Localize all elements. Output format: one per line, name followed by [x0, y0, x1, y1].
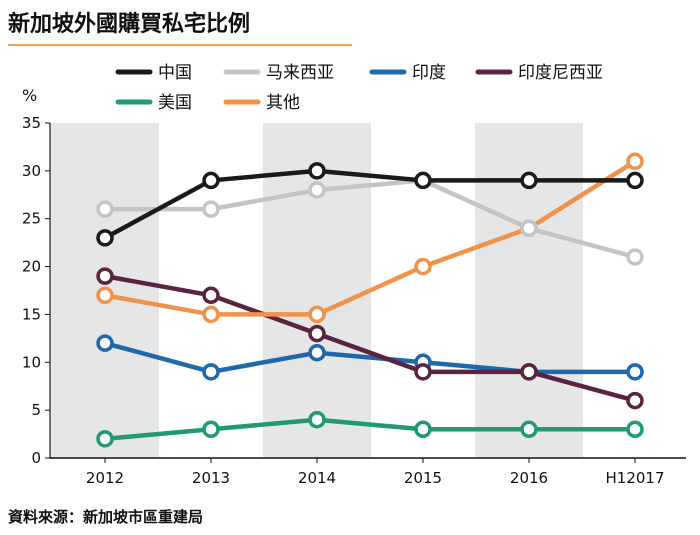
point-印度-2012 [96, 334, 114, 352]
y-tick-label-5: 5 [31, 401, 41, 419]
series-line-印度尼西亚 [102, 273, 638, 403]
point-马来西亚-2013 [202, 200, 220, 218]
point-其他-2012 [96, 286, 114, 305]
legend-label-其他: 其他 [266, 93, 300, 113]
point-印度-H12017 [626, 363, 644, 381]
x-tick-label-2014: 2014 [298, 469, 336, 487]
y-tick-label-15: 15 [22, 305, 41, 323]
legend-label-中国: 中国 [158, 63, 192, 83]
point-中国-2016 [520, 171, 538, 190]
shaded-bands [51, 123, 583, 458]
point-印度尼西亚-2013 [202, 286, 220, 305]
point-印度尼西亚-2016 [520, 363, 538, 381]
series-line-其他 [102, 159, 638, 317]
point-美国-2014 [308, 410, 326, 429]
series-line-印度 [102, 340, 638, 375]
point-马来西亚-2012 [96, 200, 114, 218]
y-tick-label-20: 20 [22, 258, 41, 276]
point-美国-2013 [202, 420, 220, 439]
point-美国-2016 [520, 420, 538, 439]
point-印度尼西亚-2012 [96, 267, 114, 285]
y-tick-label-35: 35 [22, 114, 41, 132]
x-tick-label-H12017: H12017 [606, 469, 665, 487]
series-line-马来西亚 [102, 178, 638, 260]
y-tick-label-30: 30 [22, 162, 41, 180]
series-印度尼西亚 [96, 267, 644, 410]
series-line-中国 [102, 168, 638, 241]
point-美国-2015 [414, 420, 432, 439]
y-tick-label-0: 0 [31, 449, 41, 467]
y-tick-label-25: 25 [22, 210, 41, 228]
series-美国 [96, 410, 644, 448]
point-中国-2012 [96, 229, 114, 247]
legend-label-印度: 印度 [412, 63, 446, 83]
axes: % 0 5 10 15 20 25 30 35 2012 2013 2014 2015 2016 H1201… [22, 86, 686, 487]
x-tick-label-2015: 2015 [404, 469, 442, 487]
point-印度-2013 [202, 363, 220, 381]
title-underline [8, 44, 352, 46]
point-印度尼西亚-2014 [308, 324, 326, 343]
point-美国-2012 [96, 430, 114, 448]
series-line-美国 [102, 417, 638, 442]
line-chart: % 0 5 10 15 20 25 30 35 2012 2013 2014 2015 2016 H1201… [22, 63, 686, 487]
series-中国 [96, 162, 644, 247]
point-马来西亚-2014 [308, 181, 326, 199]
point-其他-2014 [308, 305, 326, 324]
source-note: 資料來源：新加坡市區重建局 [8, 508, 204, 526]
x-tick-label-2013: 2013 [192, 469, 230, 487]
point-马来西亚-2016 [520, 219, 538, 238]
point-马来西亚-H12017 [626, 248, 644, 266]
point-中国-2014 [308, 162, 326, 180]
point-其他-H12017 [626, 152, 644, 171]
chart-title: 新加坡外國購買私宅比例 [8, 12, 251, 37]
y-axis-label: % [22, 86, 37, 105]
point-印度尼西亚-2015 [414, 363, 432, 381]
x-tick-label-2016: 2016 [510, 469, 548, 487]
point-中国-H12017 [626, 171, 644, 190]
x-tick-label-2012: 2012 [86, 469, 124, 487]
legend-label-马来西亚: 马来西亚 [266, 63, 334, 83]
point-印度-2014 [308, 343, 326, 362]
legend-label-印度尼西亚: 印度尼西亚 [518, 63, 603, 83]
series-group [96, 152, 644, 448]
legend-label-美国: 美国 [158, 93, 192, 113]
point-其他-2013 [202, 305, 220, 324]
series-其他 [96, 152, 644, 324]
point-中国-2015 [414, 171, 432, 190]
point-印度尼西亚-H12017 [626, 391, 644, 410]
point-中国-2013 [202, 171, 220, 190]
point-其他-2015 [414, 257, 432, 276]
point-美国-H12017 [626, 420, 644, 439]
y-tick-label-10: 10 [22, 353, 41, 371]
